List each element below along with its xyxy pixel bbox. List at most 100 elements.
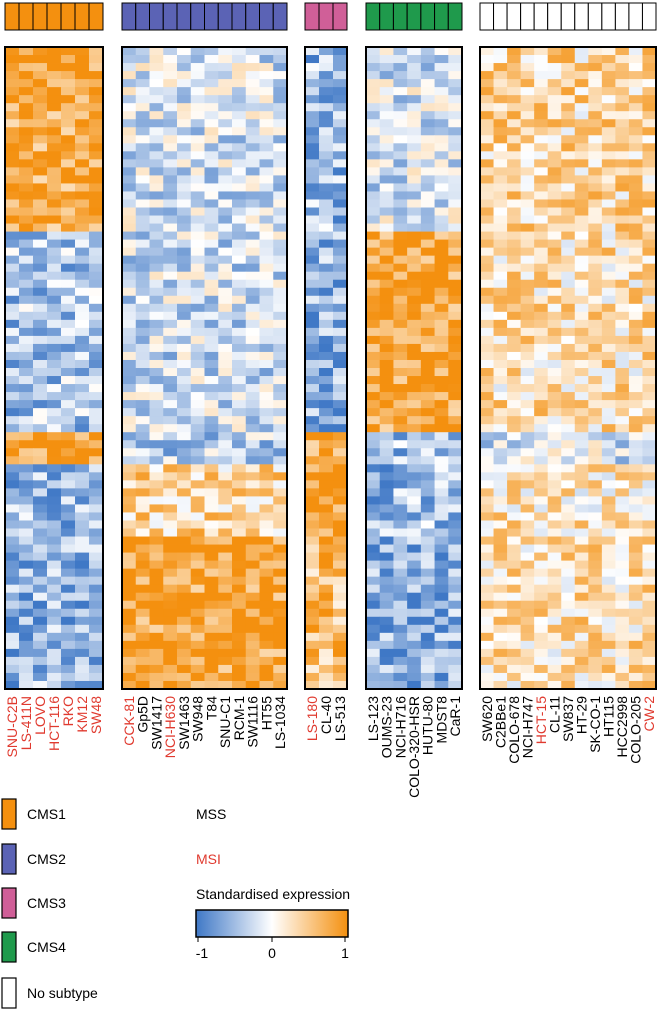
heat-cell	[601, 279, 616, 289]
heat-cell	[218, 384, 233, 393]
heat-cell	[601, 504, 616, 513]
heat-cell	[5, 191, 20, 200]
heat-cell	[61, 608, 76, 618]
heat-cell	[534, 592, 549, 602]
heat-cell	[534, 648, 549, 658]
heat-cell	[232, 359, 247, 369]
heat-cell	[366, 600, 381, 610]
heat-cell	[33, 672, 48, 682]
heat-cell	[379, 135, 394, 144]
heat-cell	[574, 119, 589, 128]
heat-cell	[574, 456, 589, 465]
heat-cell	[588, 640, 603, 650]
heat-cell	[520, 576, 535, 586]
heat-cell	[642, 368, 657, 377]
heat-cell	[190, 512, 205, 521]
heat-cell	[448, 528, 463, 537]
heat-cell	[434, 159, 449, 168]
heat-cell	[574, 512, 589, 521]
heat-cell	[547, 311, 562, 321]
heat-cell	[615, 151, 630, 160]
heat-cell	[333, 424, 348, 433]
heat-cell	[601, 167, 616, 176]
heat-cell	[588, 408, 603, 417]
heat-cell	[628, 215, 643, 224]
heat-cell	[190, 424, 205, 433]
heat-cell	[135, 167, 150, 176]
heat-cell	[5, 215, 20, 224]
heat-cell	[493, 464, 508, 473]
heat-cell	[480, 416, 494, 425]
heat-cell	[480, 255, 494, 265]
heat-cell	[480, 608, 494, 618]
heat-cell	[135, 239, 150, 249]
heat-cell	[547, 608, 562, 618]
heat-cell	[601, 87, 616, 96]
heat-cell	[448, 279, 463, 289]
heat-cell	[628, 552, 643, 562]
heat-cell	[366, 400, 381, 409]
heat-cell	[204, 520, 219, 529]
heat-cell	[561, 295, 576, 305]
heat-cell	[305, 167, 320, 176]
heat-cell	[366, 127, 381, 136]
heat-cell	[434, 608, 449, 618]
heat-cell	[547, 215, 562, 224]
heat-cell	[561, 408, 576, 417]
heat-cell	[507, 207, 522, 216]
heat-cell	[19, 632, 34, 642]
heat-cell	[366, 175, 381, 184]
heat-cell	[588, 480, 603, 489]
heat-cell	[507, 95, 522, 104]
heat-cell	[89, 319, 104, 329]
heat-cell	[305, 215, 320, 224]
heat-cell	[561, 335, 576, 345]
heat-cell	[149, 127, 164, 136]
heat-cell	[204, 103, 219, 112]
heat-cell	[642, 376, 657, 385]
heat-cell	[190, 528, 205, 537]
heat-cell	[245, 656, 260, 666]
heat-cell	[89, 584, 104, 594]
cell-line-label-sw48: SW48	[88, 696, 104, 734]
heat-cell	[534, 279, 549, 289]
heat-cell	[561, 319, 576, 329]
heat-cell	[333, 544, 348, 553]
heat-cell	[163, 119, 178, 128]
heat-cell	[628, 55, 643, 64]
heat-cell	[19, 592, 34, 602]
heat-cell	[305, 319, 320, 329]
heat-cell	[177, 552, 192, 562]
heat-cell	[434, 183, 449, 192]
heat-cell	[547, 552, 562, 562]
heat-cell	[561, 624, 576, 634]
heat-cell	[149, 255, 164, 265]
heat-cell	[232, 303, 247, 313]
heat-cell	[407, 680, 422, 690]
heat-cell	[507, 255, 522, 265]
heat-cell	[75, 448, 90, 457]
heat-cell	[615, 544, 630, 553]
heat-cell	[33, 400, 48, 409]
heat-cell	[534, 504, 549, 513]
heat-cell	[574, 376, 589, 385]
heat-cell	[61, 175, 76, 184]
heat-cell	[89, 616, 104, 626]
heat-cell	[507, 480, 522, 489]
heat-cell	[379, 456, 394, 465]
heat-cell	[574, 71, 589, 80]
heat-cell	[177, 368, 192, 377]
heat-cell	[305, 247, 320, 257]
heat-cell	[19, 608, 34, 618]
heat-cell	[628, 376, 643, 385]
heat-cell	[135, 119, 150, 128]
heat-cell	[420, 263, 435, 273]
heat-cell	[89, 335, 104, 345]
heat-cell	[393, 119, 408, 128]
heat-cell	[149, 496, 164, 505]
heat-cell	[642, 640, 657, 650]
heat-cell	[480, 79, 494, 88]
heat-cell	[245, 327, 260, 337]
heat-cell	[333, 536, 348, 545]
heat-cell	[149, 47, 164, 56]
